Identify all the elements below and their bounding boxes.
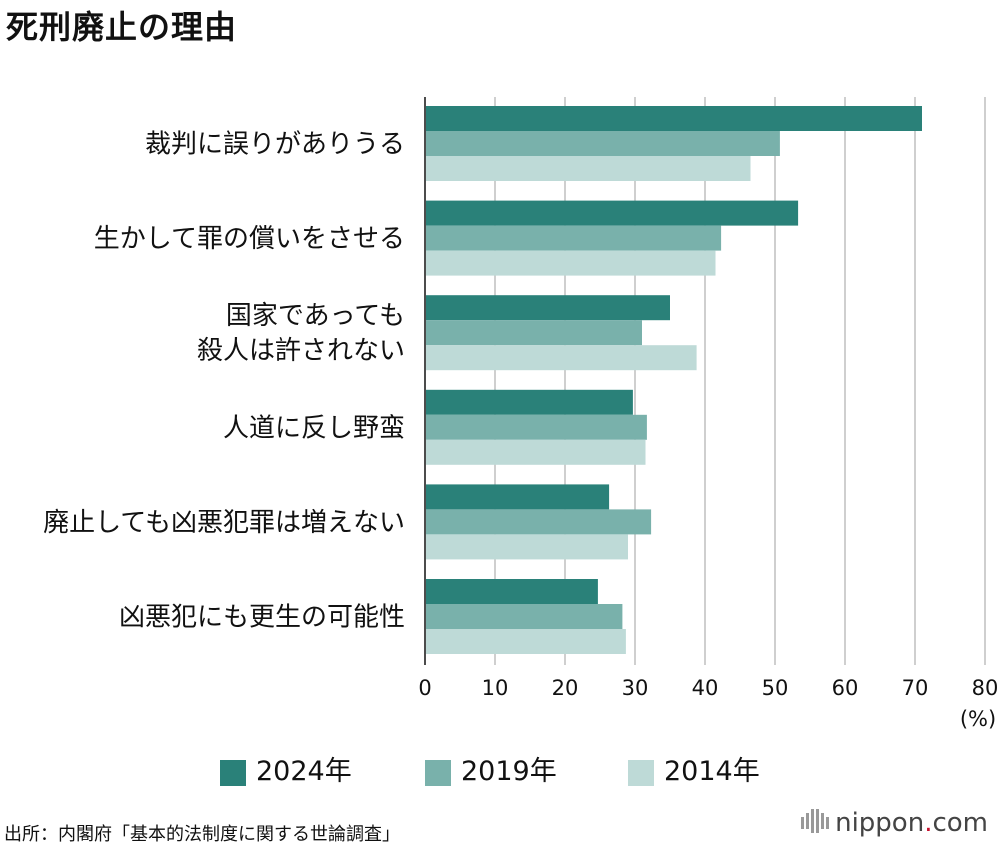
category-label-5: 凶悪犯にも更生の可能性 — [119, 603, 405, 633]
category-labels: 裁判に誤りがありうる生かして罪の償いをさせる国家であっても殺人は許されない人道に… — [43, 130, 405, 633]
bar-2019-cat1 — [426, 225, 722, 251]
category-label-1: 生かして罪の償いをさせる — [94, 224, 405, 254]
bar-2024-cat2 — [426, 295, 670, 321]
bar-2024-cat5 — [426, 579, 598, 604]
legend-swatch-2019 — [425, 760, 451, 786]
source-note: 出所：内閣府「基本的法制度に関する世論調査」 — [4, 824, 400, 845]
bar-2019-cat2 — [426, 320, 642, 346]
x-tick-10: 10 — [482, 676, 509, 700]
x-tick-0: 0 — [418, 676, 431, 700]
bars — [426, 106, 922, 654]
legend-label-2024: 2024年 — [256, 756, 352, 787]
x-tick-labels: 0 10 20 30 40 50 60 70 80 — [418, 676, 998, 700]
x-tick-80: 80 — [972, 676, 999, 700]
bar-2024-cat1 — [426, 200, 799, 226]
nippon-logo: nippon.com — [801, 808, 988, 838]
bar-2019-cat3 — [426, 414, 647, 440]
x-tick-60: 60 — [832, 676, 859, 700]
x-tick-50: 50 — [762, 676, 789, 700]
bar-2019-cat4 — [426, 509, 652, 535]
legend-label-2019: 2019年 — [461, 756, 557, 787]
category-label-0: 裁判に誤りがありうる — [145, 130, 405, 160]
bar-2019-cat0 — [426, 131, 780, 156]
bar-2014-cat2 — [426, 345, 697, 371]
brand-name: nippon — [835, 808, 925, 838]
bar-2024-cat4 — [426, 484, 610, 510]
bar-2014-cat4 — [426, 534, 628, 560]
legend-label-2014: 2014年 — [664, 756, 760, 787]
x-axis-label: (%) — [960, 707, 996, 731]
legend-swatch-2024 — [220, 760, 246, 786]
category-label-2-line1: 殺人は許されない — [197, 336, 405, 366]
x-tick-20: 20 — [552, 676, 579, 700]
x-tick-70: 70 — [902, 676, 929, 700]
bar-2014-cat3 — [426, 439, 646, 465]
category-label-3: 人道に反し野蛮 — [223, 413, 405, 443]
x-tick-40: 40 — [692, 676, 719, 700]
brand-tld: com — [932, 808, 988, 838]
bar-2014-cat5 — [426, 629, 626, 654]
legend-swatch-2014 — [628, 760, 654, 786]
chart-title: 死刑廃止の理由 — [6, 8, 238, 46]
category-label-4: 廃止しても凶悪犯罪は増えない — [43, 508, 405, 538]
bar-2014-cat1 — [426, 250, 716, 276]
bar-2019-cat5 — [426, 604, 623, 629]
legend: 2024年 2019年 2014年 — [0, 752, 1000, 792]
bar-2024-cat0 — [426, 106, 922, 131]
bar-2024-cat3 — [426, 389, 633, 415]
logo-bars-icon — [801, 809, 830, 833]
x-tick-30: 30 — [622, 676, 649, 700]
bar-2014-cat0 — [426, 156, 751, 181]
gridlines — [494, 97, 986, 665]
category-label-2-line0: 国家であっても — [226, 301, 405, 331]
brand-dot: . — [924, 808, 933, 838]
bar-chart: 裁判に誤りがありうる生かして罪の償いをさせる国家であっても殺人は許されない人道に… — [43, 97, 998, 731]
